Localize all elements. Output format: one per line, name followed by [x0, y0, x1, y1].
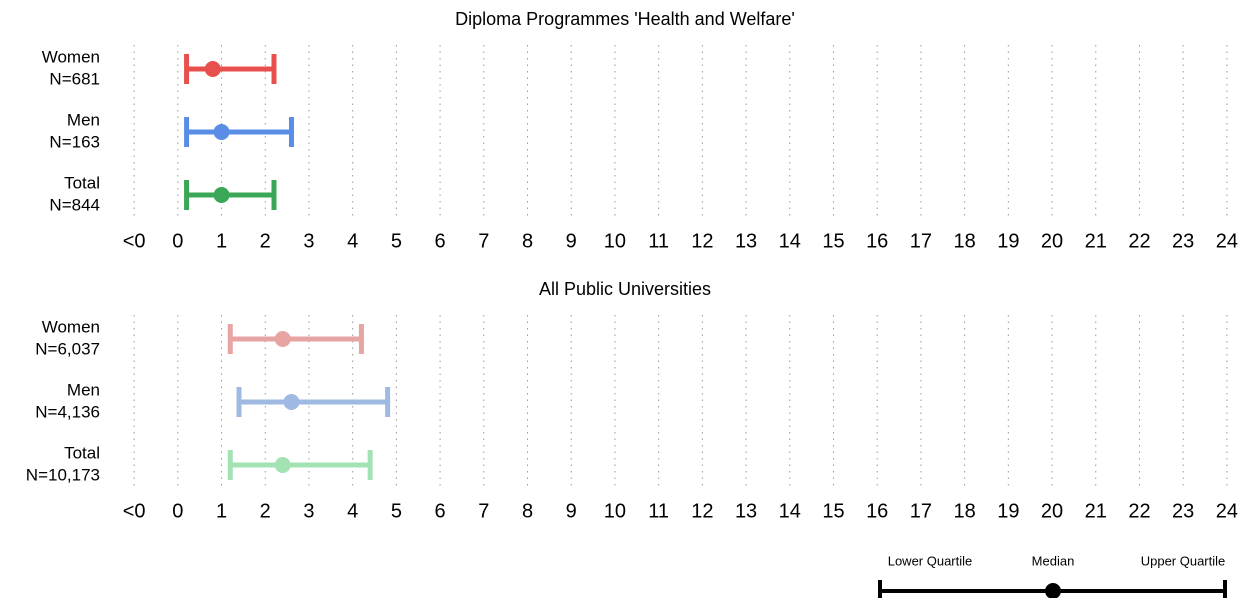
x-tick-label: 10: [604, 230, 626, 252]
x-tick-label: <0: [123, 230, 146, 252]
x-tick-label: 9: [566, 230, 577, 252]
x-tick-label: 13: [735, 230, 757, 252]
x-tick-label: 9: [566, 500, 577, 522]
x-tick-label: 0: [172, 500, 183, 522]
x-tick-label: 6: [435, 500, 446, 522]
x-tick-label: 15: [822, 230, 844, 252]
x-tick-label: 20: [1041, 500, 1063, 522]
x-tick-label: 15: [822, 500, 844, 522]
x-tick-label: 11: [648, 500, 669, 522]
x-tick-label: 3: [303, 230, 314, 252]
row-label: Women: [42, 47, 100, 66]
legend-median: Median: [1032, 553, 1075, 568]
row-label: Women: [42, 317, 100, 336]
x-tick-label: 21: [1085, 230, 1107, 252]
legend-dot: [1045, 583, 1061, 598]
x-tick-label: 20: [1041, 230, 1063, 252]
x-tick-label: 14: [779, 500, 801, 522]
x-tick-label: 24: [1216, 230, 1238, 252]
x-tick-label: 21: [1085, 500, 1107, 522]
x-tick-label: 10: [604, 500, 626, 522]
x-tick-label: 18: [953, 500, 975, 522]
x-tick-label: 3: [303, 500, 314, 522]
row-label: Total: [64, 173, 100, 192]
median-dot: [274, 331, 291, 347]
median-dot: [213, 187, 230, 203]
x-tick-label: 14: [779, 230, 801, 252]
x-tick-label: 17: [910, 500, 932, 522]
x-tick-label: 5: [391, 500, 402, 522]
x-tick-label: 19: [997, 500, 1019, 522]
x-tick-label: 23: [1172, 230, 1194, 252]
x-tick-label: 8: [522, 230, 533, 252]
x-tick-label: 12: [691, 500, 713, 522]
median-dot: [213, 124, 230, 140]
x-tick-label: 12: [691, 230, 713, 252]
x-tick-label: 22: [1128, 500, 1150, 522]
x-tick-label: 24: [1216, 500, 1238, 522]
median-dot: [283, 394, 300, 410]
x-tick-label: 1: [216, 230, 227, 252]
row-n: N=4,136: [35, 402, 100, 421]
x-tick-label: 11: [648, 230, 669, 252]
x-tick-label: 0: [172, 230, 183, 252]
x-tick-label: 13: [735, 500, 757, 522]
x-tick-label: 2: [260, 230, 271, 252]
x-tick-label: 18: [953, 230, 975, 252]
row-n: N=10,173: [26, 465, 100, 484]
row-label: Men: [67, 380, 100, 399]
x-tick-label: 5: [391, 230, 402, 252]
median-dot: [274, 457, 291, 473]
median-dot: [204, 61, 221, 77]
chart-title: All Public Universities: [539, 279, 711, 299]
x-tick-label: 17: [910, 230, 932, 252]
x-tick-label: 4: [347, 230, 358, 252]
x-tick-label: 19: [997, 230, 1019, 252]
row-label: Men: [67, 110, 100, 129]
legend-lower: Lower Quartile: [888, 553, 973, 568]
row-label: Total: [64, 443, 100, 462]
x-tick-label: 4: [347, 500, 358, 522]
legend-upper: Upper Quartile: [1141, 553, 1226, 568]
x-tick-label: 1: [216, 500, 227, 522]
x-tick-label: 2: [260, 500, 271, 522]
x-tick-label: 6: [435, 230, 446, 252]
row-n: N=163: [49, 132, 100, 151]
x-tick-label: 16: [866, 500, 888, 522]
x-tick-label: 8: [522, 500, 533, 522]
x-tick-label: 7: [478, 500, 489, 522]
x-tick-label: 23: [1172, 500, 1194, 522]
row-n: N=681: [49, 69, 100, 88]
x-tick-label: 16: [866, 230, 888, 252]
row-n: N=844: [49, 195, 100, 214]
x-tick-label: 22: [1128, 230, 1150, 252]
row-n: N=6,037: [35, 339, 100, 358]
x-tick-label: <0: [123, 500, 146, 522]
chart-title: Diploma Programmes 'Health and Welfare': [455, 9, 795, 29]
x-tick-label: 7: [478, 230, 489, 252]
